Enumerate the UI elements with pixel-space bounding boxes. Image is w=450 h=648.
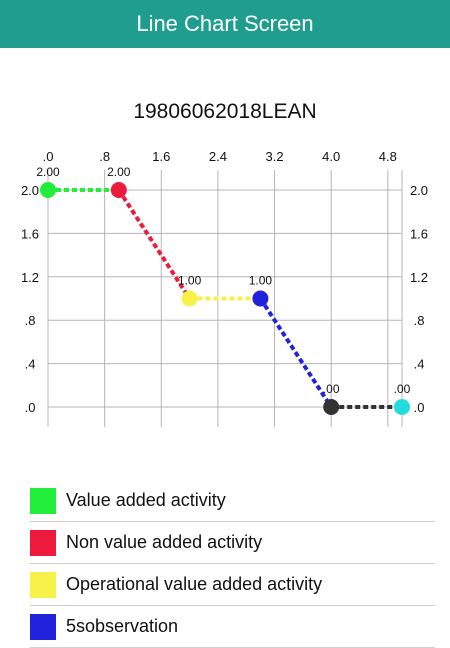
y-tick-label-left: .8 [25, 313, 36, 328]
series-line-segment [117, 188, 192, 300]
data-point [252, 290, 269, 307]
line-chart: .0 .8 1.6 2.4 3.2 4.0 4.8 2.0 2.0 1.6 1.6 1.2 1.2 .8.… [21, 149, 428, 427]
legend-label: 5sobservation [66, 616, 179, 636]
x-tick-label: 3.2 [266, 149, 284, 164]
y-tick-label-right: .0 [414, 400, 425, 415]
data-label: 1.00 [249, 274, 273, 288]
y-tick-label-left: 2.0 [21, 183, 39, 198]
legend-swatch-non-value-added [30, 529, 56, 556]
data-label: .00 [323, 382, 340, 396]
chart-title: 19806062018LEAN [133, 100, 317, 123]
data-point [110, 182, 127, 198]
legend-item-5s-observation: 5sobservation [30, 606, 435, 648]
x-tick-label: 1.6 [152, 149, 170, 164]
legend-label: Operational value added activity [66, 574, 323, 594]
x-tick-label: .8 [99, 149, 110, 164]
data-point [394, 399, 410, 415]
legend-label: Non value added activity [66, 532, 263, 552]
x-tick-label: 2.4 [209, 149, 227, 164]
data-label: 2.00 [107, 165, 131, 179]
legend-item-operational-value-added: Operational value added activity [30, 564, 435, 606]
y-tick-label-right: 1.2 [410, 270, 428, 285]
legend-item-value-added: Value added activity [30, 480, 435, 522]
y-tick-label-left: .0 [25, 400, 36, 415]
legend-swatch-5s [30, 613, 56, 640]
y-tick-label-left: 1.2 [21, 270, 39, 285]
x-tick-label: .0 [43, 149, 54, 164]
legend-label: Value added activity [66, 490, 226, 510]
chart-legend: Value added activity Non value added act… [30, 480, 435, 648]
data-point [181, 290, 198, 307]
data-label: 1.00 [178, 274, 202, 288]
y-tick-label-right: 2.0 [410, 183, 428, 198]
y-tick-label-left: .4 [25, 357, 36, 372]
data-label: 2.00 [36, 165, 60, 179]
y-tick-label-right: 1.6 [410, 226, 428, 241]
x-tick-label: 4.8 [379, 149, 397, 164]
series-line-segment [258, 297, 333, 409]
data-point [40, 182, 56, 198]
legend-item-non-value-added: Non value added activity [30, 522, 435, 564]
app-bar-title: Line Chart Screen [136, 11, 314, 36]
data-label: .00 [394, 382, 411, 396]
y-tick-label-right: .4 [414, 357, 425, 372]
y-tick-label-right: .8 [414, 313, 425, 328]
x-tick-label: 4.0 [322, 149, 340, 164]
app-bar: Line Chart Screen [0, 0, 450, 48]
y-tick-label-left: 1.6 [21, 226, 39, 241]
data-point [323, 399, 340, 415]
legend-swatch-value-added [30, 487, 56, 514]
legend-swatch-operational [30, 571, 56, 598]
